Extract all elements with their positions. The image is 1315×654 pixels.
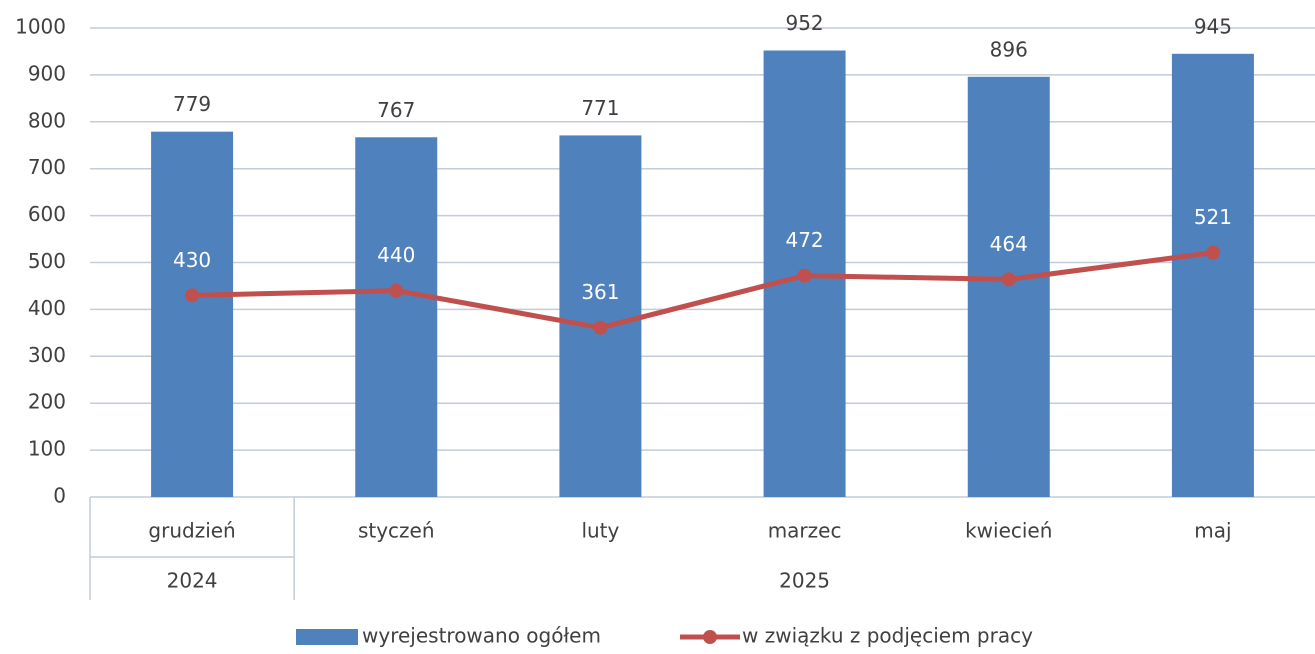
legend-label: w związku z podjęciem pracy xyxy=(742,624,1033,648)
bar xyxy=(967,76,1050,497)
y-tick-label: 1000 xyxy=(15,15,66,39)
line-value-label: 464 xyxy=(990,232,1028,256)
bar xyxy=(151,131,234,498)
y-tick-label: 500 xyxy=(28,249,66,273)
x-tick-label: maj xyxy=(1194,519,1231,543)
y-tick-label: 800 xyxy=(28,108,66,132)
line-value-label: 361 xyxy=(581,280,619,304)
line-value-label: 430 xyxy=(173,248,211,272)
group-label: 2025 xyxy=(779,569,830,593)
bar-value-label: 945 xyxy=(1194,14,1232,38)
x-tick-label: styczeń xyxy=(358,519,435,543)
bar-value-label: 767 xyxy=(377,98,415,122)
legend-label: wyrejestrowano ogółem xyxy=(362,624,601,648)
line-marker xyxy=(389,283,404,298)
y-tick-label: 100 xyxy=(28,437,66,461)
line-value-label: 472 xyxy=(785,228,823,252)
y-tick-label: 700 xyxy=(28,155,66,179)
group-label: 2024 xyxy=(167,569,218,593)
y-tick-label: 900 xyxy=(28,61,66,85)
line-marker xyxy=(797,268,812,283)
bar-value-label: 771 xyxy=(581,96,619,120)
line-value-label: 521 xyxy=(1194,205,1232,229)
y-tick-label: 300 xyxy=(28,343,66,367)
line xyxy=(192,250,1214,331)
x-tick-label: luty xyxy=(581,519,619,543)
x-tick-label: marzec xyxy=(768,519,842,543)
bar xyxy=(559,135,642,497)
line-marker xyxy=(593,320,608,335)
y-tick-label: 400 xyxy=(28,296,66,320)
bar-value-label: 952 xyxy=(785,11,823,35)
line-marker xyxy=(185,288,200,303)
y-tick-label: 200 xyxy=(28,390,66,414)
x-tick-label: grudzień xyxy=(148,519,235,543)
y-tick-label: 600 xyxy=(28,202,66,226)
legend-swatch xyxy=(296,629,358,645)
bar-value-label: 779 xyxy=(173,92,211,116)
x-tick-label: kwiecień xyxy=(965,519,1052,543)
bar xyxy=(1171,53,1254,498)
line-marker xyxy=(1001,272,1016,287)
bar xyxy=(355,137,438,498)
bar-value-label: 896 xyxy=(990,37,1028,61)
legend-marker xyxy=(703,630,717,644)
line-marker xyxy=(1205,245,1220,260)
y-tick-label: 0 xyxy=(53,484,66,508)
line-value-label: 440 xyxy=(377,243,415,267)
